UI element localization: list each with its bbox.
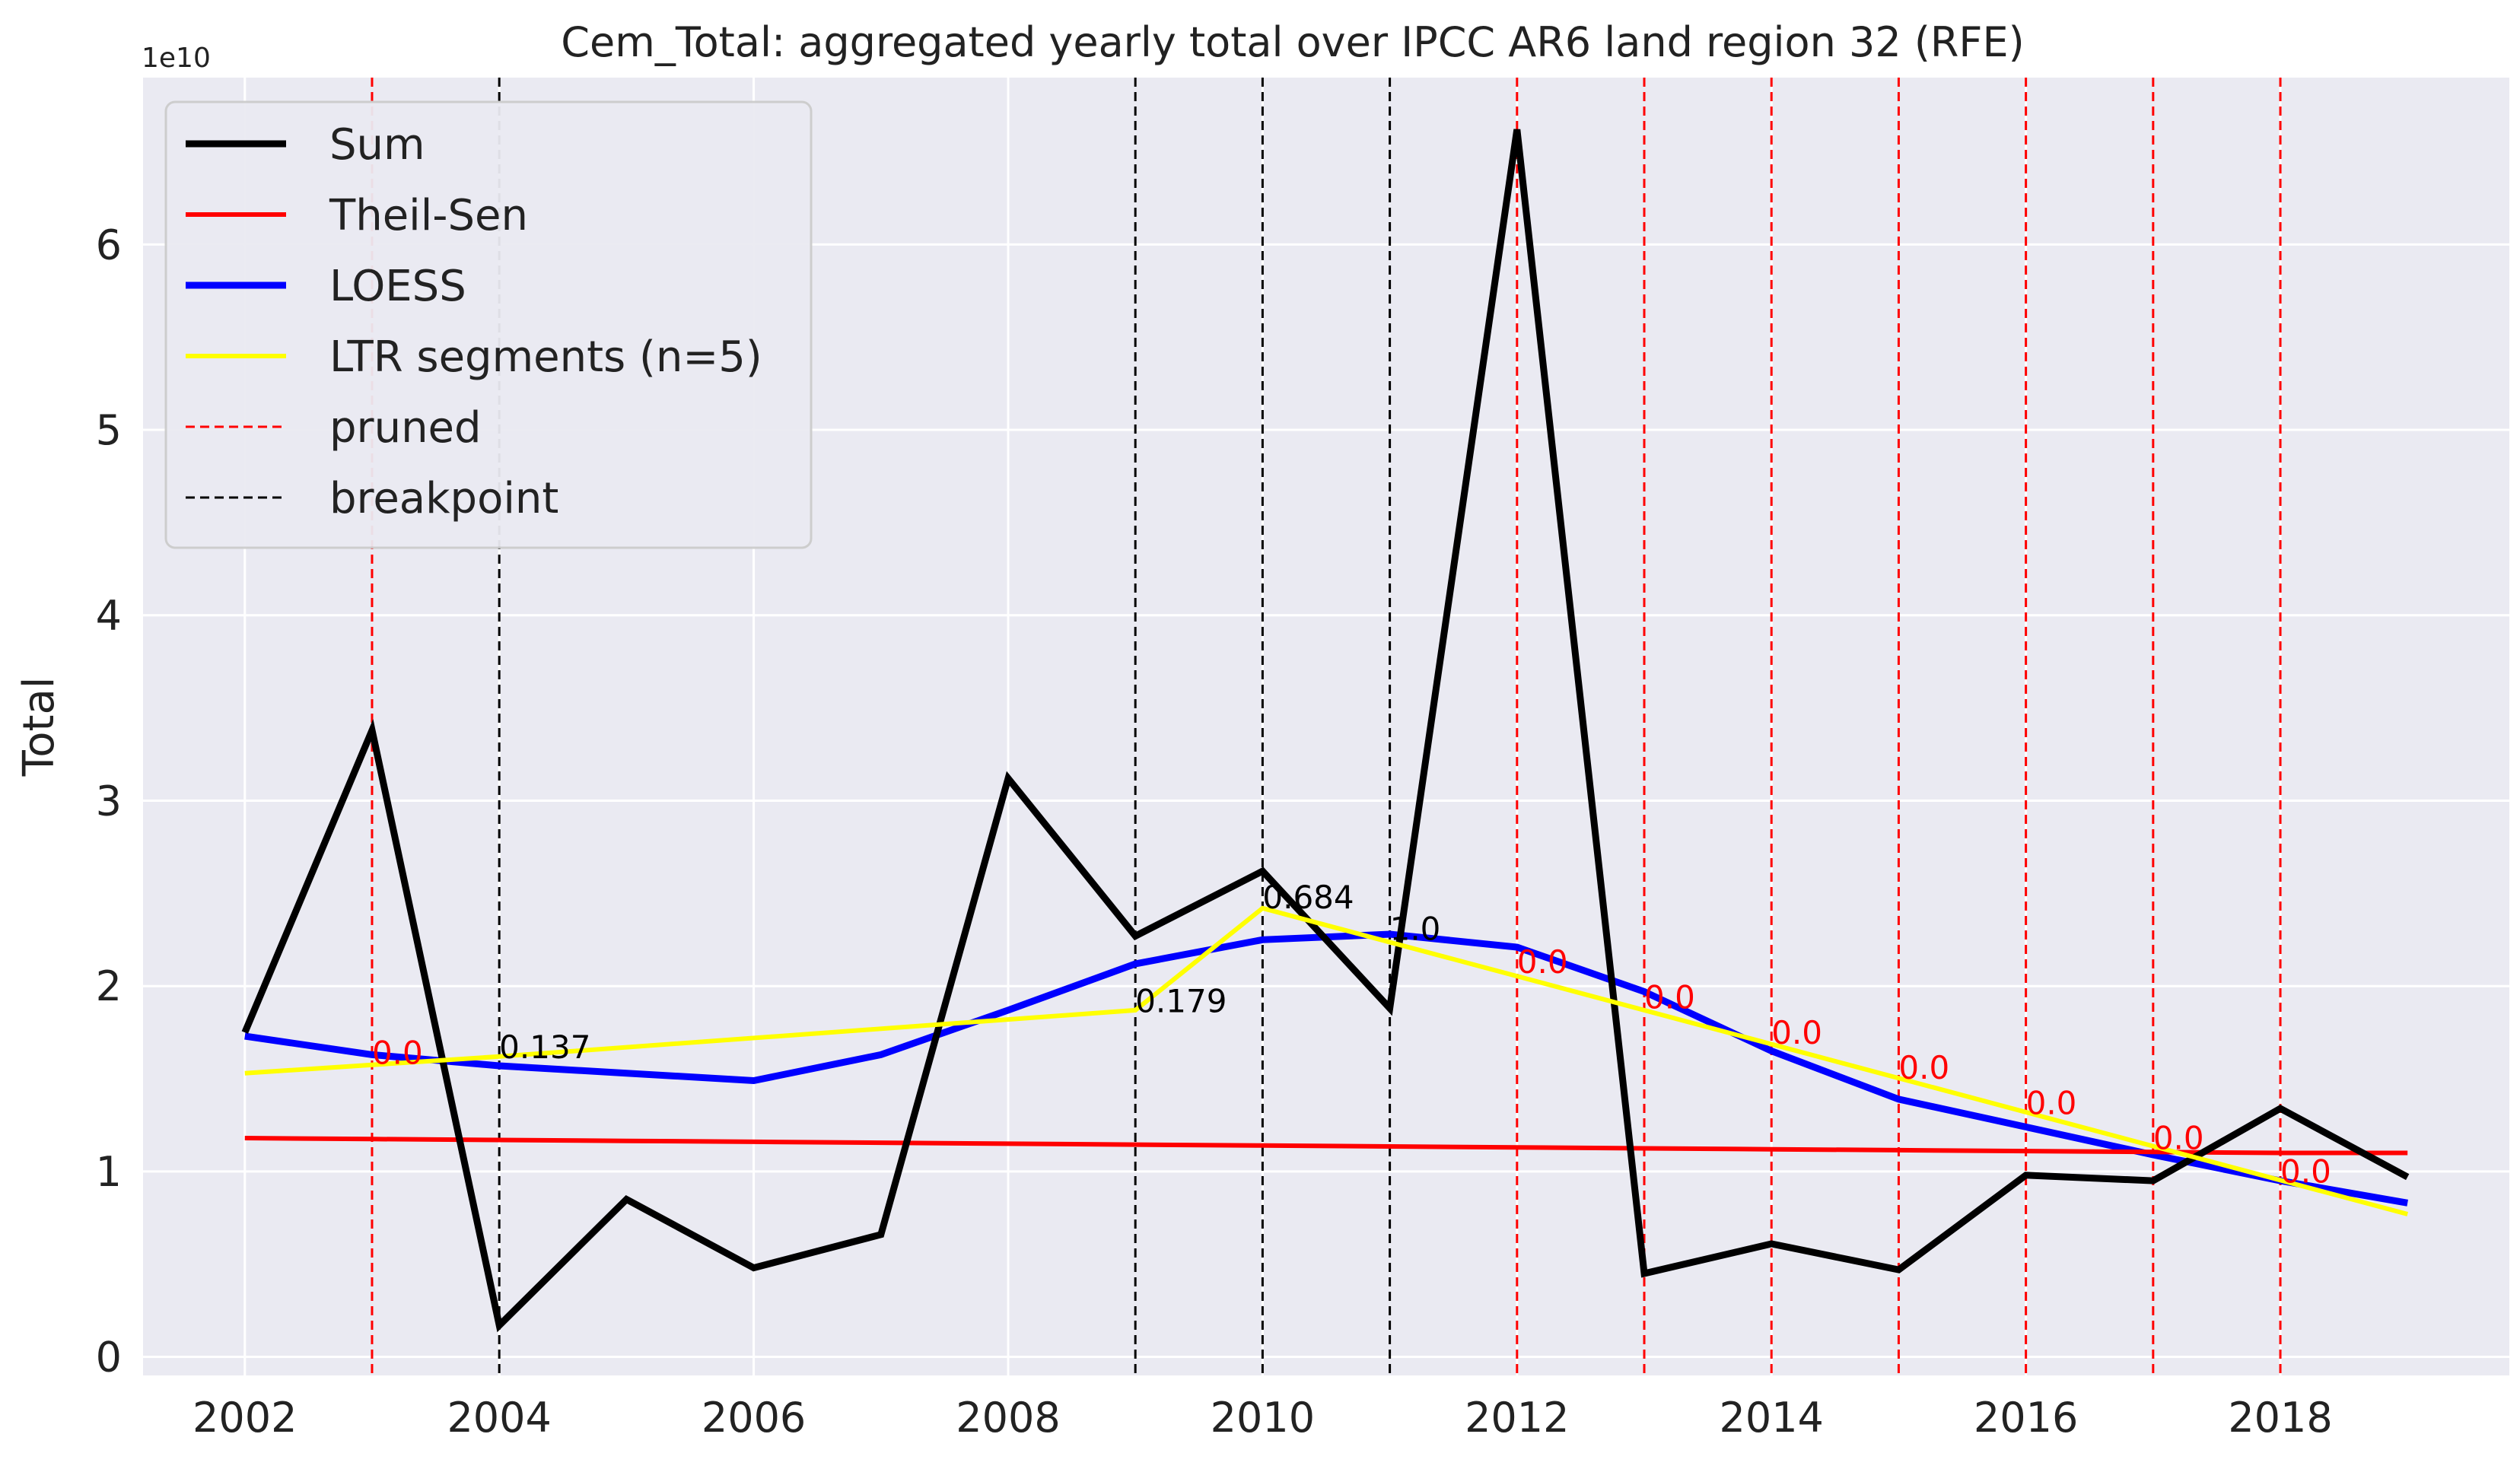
legend-label: LTR segments (n=5) [329, 332, 762, 382]
legend-label: LOESS [329, 262, 466, 311]
pruned-value-label: 0.0 [1517, 943, 1568, 981]
breakpoint-value-label: 0.684 [1262, 879, 1354, 916]
y-tick-label: 2 [96, 962, 122, 1010]
breakpoint-value-label: 0.137 [499, 1029, 590, 1066]
y-tick-label: 0 [96, 1334, 122, 1382]
breakpoint-value-label: 0.179 [1135, 982, 1227, 1019]
pruned-value-label: 0.0 [2153, 1120, 2204, 1157]
legend-label: Sum [329, 120, 425, 170]
x-tick-label: 2018 [2228, 1394, 2332, 1442]
pruned-value-label: 0.0 [2026, 1084, 2077, 1121]
pruned-value-label: 0.0 [372, 1035, 423, 1072]
legend-box [164, 100, 813, 549]
pruned-value-label: 0.0 [1644, 978, 1695, 1016]
y-tick-label: 5 [96, 406, 122, 454]
y-tick-label: 1 [96, 1148, 122, 1196]
legend-label: pruned [329, 403, 482, 453]
x-tick-label: 2004 [447, 1394, 551, 1442]
legend-label: breakpoint [329, 474, 558, 523]
x-tick-label: 2008 [956, 1394, 1060, 1442]
x-tick-label: 2016 [1974, 1394, 2078, 1442]
x-tick-label: 2002 [192, 1394, 297, 1442]
y-tick-label: 4 [96, 592, 122, 640]
x-tick-label: 2010 [1211, 1394, 1315, 1442]
y-tick-label: 3 [96, 777, 122, 825]
legend-label: Theil-Sen [329, 191, 528, 240]
x-tick-label: 2014 [1719, 1394, 1823, 1442]
pruned-value-label: 0.0 [2280, 1153, 2331, 1191]
x-tick-label: 2012 [1465, 1394, 1569, 1442]
series-line-sum [241, 129, 2410, 1333]
pruned-value-label: 0.0 [1898, 1049, 1949, 1086]
series-line-ltr-segments-n-5 [244, 905, 2408, 1216]
y-axis-label: Total [14, 677, 64, 777]
pruned-value-label: 0.0 [1771, 1014, 1822, 1051]
y-axis-multiplier: 1e10 [142, 43, 211, 74]
breakpoint-value-label: 1.0 [1390, 910, 1441, 947]
x-tick-label: 2006 [702, 1394, 806, 1442]
chart-title: Cem_Total: aggregated yearly total over … [561, 18, 2024, 66]
y-tick-label: 6 [96, 221, 122, 269]
series-line-theil-sen [244, 1136, 2408, 1156]
